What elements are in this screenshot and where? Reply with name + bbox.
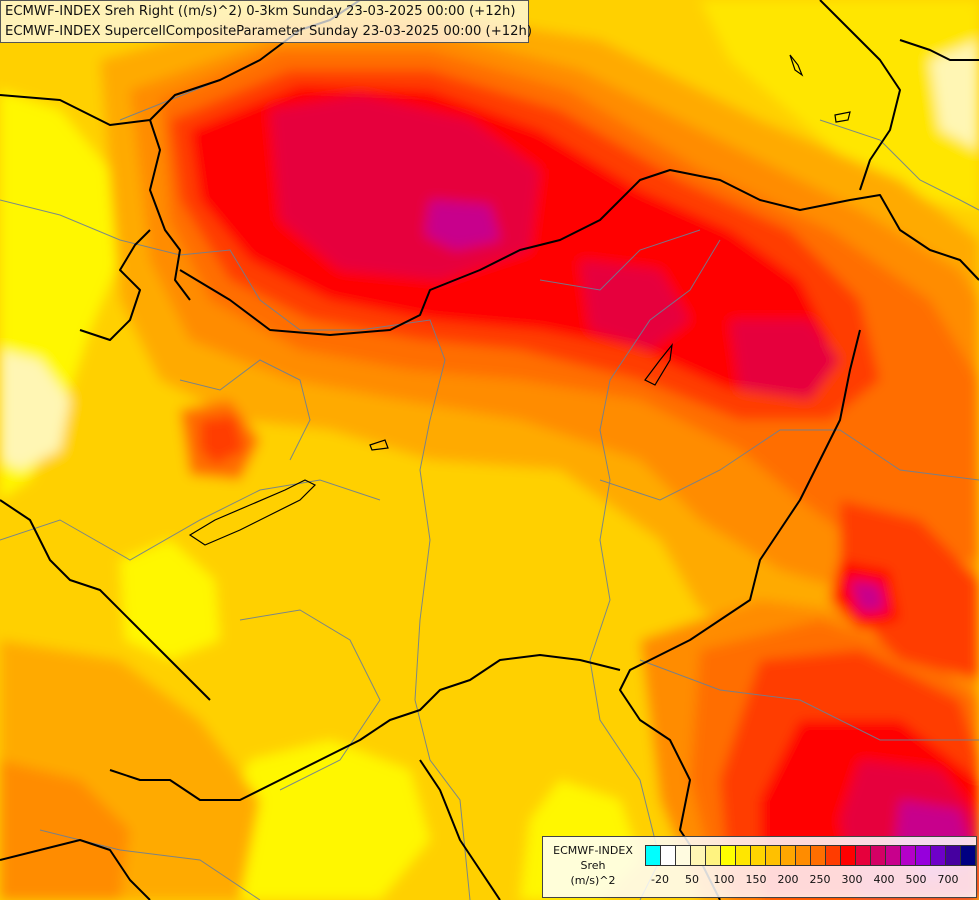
legend-swatch bbox=[870, 845, 886, 866]
legend-swatch bbox=[900, 845, 916, 866]
border-ne bbox=[819, 0, 901, 191]
border-ne-2 bbox=[899, 39, 979, 61]
legend-tick-label: 500 bbox=[905, 873, 927, 886]
border-hungary-croatia bbox=[109, 654, 621, 801]
legend-swatch bbox=[645, 845, 661, 866]
region-line-6 bbox=[819, 119, 979, 211]
legend-ticks: -20 50 100 150 200 250 300 400 500 700 bbox=[645, 873, 975, 889]
legend-swatch bbox=[885, 845, 901, 866]
color-legend: ECMWF-INDEX Sreh (m/s)^2 -20 50 100 150 200 2… bbox=[542, 836, 977, 898]
legend-tick-label: 100 bbox=[713, 873, 735, 886]
legend-swatch bbox=[840, 845, 856, 866]
legend-swatch bbox=[705, 845, 721, 866]
legend-swatch bbox=[930, 845, 946, 866]
lake-small-2 bbox=[644, 342, 673, 386]
lake-small-1 bbox=[369, 439, 389, 451]
legend-model: ECMWF-INDEX bbox=[553, 844, 633, 857]
border-hungary-romania bbox=[619, 329, 861, 900]
map-title-box: ECMWF-INDEX Sreh Right ((m/s)^2) 0-3km S… bbox=[0, 0, 533, 43]
legend-tick-label: 150 bbox=[745, 873, 767, 886]
lake-small-3 bbox=[834, 111, 851, 123]
field-orange-sw bbox=[0, 760, 130, 900]
river-tisza bbox=[589, 239, 721, 900]
field-pale-ne bbox=[930, 40, 979, 150]
legend-tick-label: 200 bbox=[777, 873, 799, 886]
title-line-sreh: ECMWF-INDEX Sreh Right ((m/s)^2) 0-3km S… bbox=[5, 4, 516, 19]
region-line-5 bbox=[539, 229, 701, 291]
legend-swatches bbox=[645, 845, 976, 866]
legend-swatch bbox=[915, 845, 931, 866]
field-magenta-spot bbox=[850, 580, 885, 612]
legend-swatch bbox=[750, 845, 766, 866]
legend-title: ECMWF-INDEX Sreh (m/s)^2 bbox=[545, 843, 641, 888]
legend-tick-label: -20 bbox=[651, 873, 669, 886]
legend-swatch bbox=[945, 845, 961, 866]
border-czech-slovakia bbox=[149, 119, 191, 301]
legend-tick-label: 700 bbox=[937, 873, 959, 886]
legend-swatch bbox=[720, 845, 736, 866]
border-south bbox=[0, 839, 151, 900]
border-southeast bbox=[419, 759, 501, 900]
field-yellow-ne bbox=[700, 0, 979, 210]
field-magenta bbox=[425, 200, 500, 250]
region-line-3 bbox=[599, 429, 979, 501]
legend-unit: (m/s)^2 bbox=[570, 874, 616, 887]
legend-swatch bbox=[735, 845, 751, 866]
legend-swatch bbox=[855, 845, 871, 866]
border-slovakia-hungary bbox=[179, 169, 979, 336]
lakes bbox=[188, 54, 851, 546]
field-pale-west bbox=[0, 350, 70, 470]
legend-tick-label: 400 bbox=[873, 873, 895, 886]
lake-balaton bbox=[188, 479, 317, 546]
field-red-orange-spot bbox=[200, 415, 245, 465]
border-austria-hungary bbox=[0, 499, 211, 701]
legend-tick-label: 250 bbox=[809, 873, 831, 886]
title-line-scp: ECMWF-INDEX SupercellCompositeParameter … bbox=[5, 24, 533, 39]
field-red-orange-east bbox=[840, 500, 979, 680]
field-yellow-south bbox=[220, 740, 430, 900]
region-line-8 bbox=[639, 659, 979, 741]
legend-tick-label: 300 bbox=[841, 873, 863, 886]
legend-swatch bbox=[690, 845, 706, 866]
legend-swatch bbox=[825, 845, 841, 866]
legend-swatch bbox=[780, 845, 796, 866]
legend-swatch bbox=[675, 845, 691, 866]
legend-tick-label: 50 bbox=[685, 873, 699, 886]
legend-swatch bbox=[810, 845, 826, 866]
legend-swatch bbox=[960, 845, 976, 866]
region-line-2 bbox=[239, 609, 381, 791]
legend-variable: Sreh bbox=[580, 859, 606, 872]
lake-small-4 bbox=[789, 54, 804, 77]
legend-swatch bbox=[765, 845, 781, 866]
legend-swatch bbox=[795, 845, 811, 866]
field-crimson-east bbox=[730, 320, 840, 400]
border-west bbox=[79, 229, 151, 341]
field-yellow-center bbox=[120, 540, 220, 660]
region-line-1 bbox=[0, 479, 381, 561]
legend-swatch bbox=[660, 845, 676, 866]
region-line-4 bbox=[179, 359, 311, 461]
